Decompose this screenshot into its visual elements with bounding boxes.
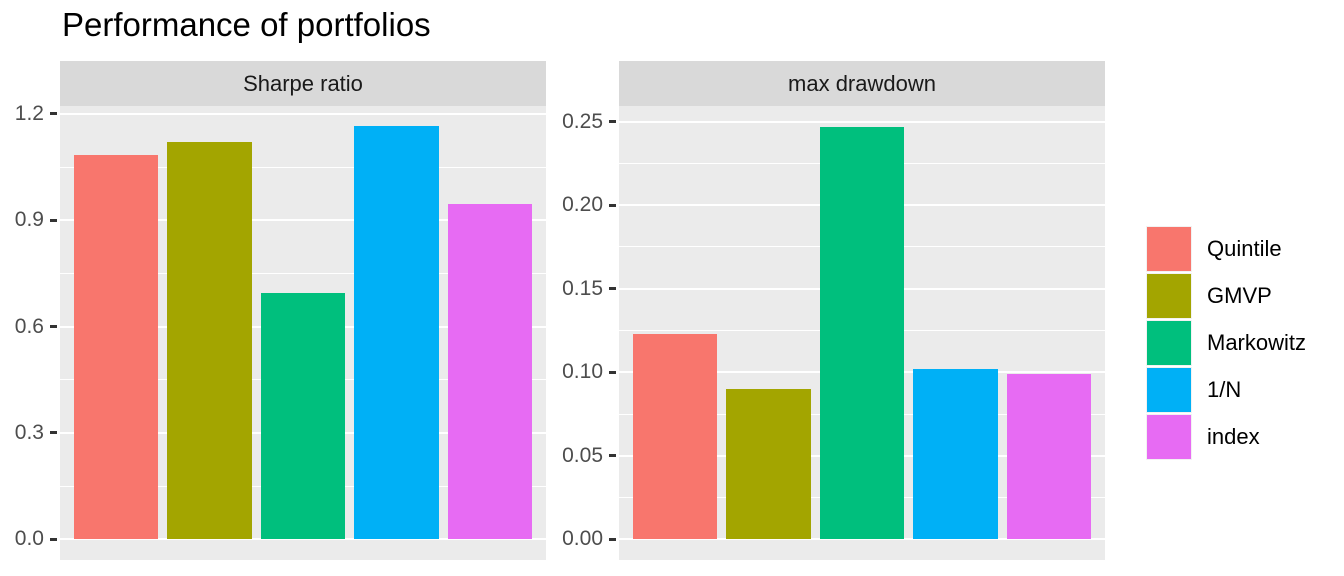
legend: Quintile GMVP Markowitz 1/N index: [1146, 226, 1306, 460]
y-axis-tick-mark: [609, 370, 616, 374]
bar-max-drawdown-1-n: [913, 368, 998, 540]
y-axis-tick-label: 0.25: [562, 109, 603, 133]
bar-sharpe-ratio-index: [447, 204, 532, 540]
gridline-major: [60, 219, 546, 222]
legend-label: Quintile: [1207, 236, 1282, 261]
y-axis-tick-label: 0.20: [562, 193, 603, 217]
bar-max-drawdown-quintile: [633, 333, 718, 540]
y-axis-tick-label: 0.9: [14, 208, 44, 232]
legend-key: [1146, 320, 1192, 366]
legend-item-1-n: 1/N: [1146, 367, 1306, 413]
facet-strip-label: Sharpe ratio: [243, 70, 363, 96]
legend-item-index: index: [1146, 414, 1306, 460]
facet-strip-sharpe-ratio: Sharpe ratio: [60, 61, 546, 106]
gridline-minor: [60, 272, 546, 274]
y-axis-tick-label: 0.6: [14, 314, 44, 338]
legend-label: GMVP: [1207, 283, 1272, 308]
y-axis-tick-label: 1.2: [14, 101, 44, 125]
y-axis-tick-mark: [50, 218, 57, 222]
legend-swatch-index: [1147, 415, 1191, 459]
y-axis-tick-label: 0.00: [562, 527, 603, 551]
panel-max-drawdown: [619, 106, 1105, 560]
facet-strip-max-drawdown: max drawdown: [619, 61, 1105, 106]
y-axis-tick-mark: [50, 431, 57, 435]
y-axis-tick-label: 0.05: [562, 443, 603, 467]
gridline-minor: [60, 166, 546, 168]
y-axis-tick-mark: [609, 287, 616, 291]
legend-swatch-gmvp: [1147, 274, 1191, 318]
facet-strip-label: max drawdown: [788, 70, 936, 96]
panel-sharpe-ratio: [60, 106, 546, 560]
legend-label: 1/N: [1207, 377, 1242, 402]
legend-item-gmvp: GMVP: [1146, 273, 1306, 319]
legend-label: index: [1207, 424, 1260, 449]
legend-key: [1146, 367, 1192, 413]
legend-swatch-markowitz: [1147, 321, 1191, 365]
y-axis-tick-label: 0.15: [562, 276, 603, 300]
y-axis-tick-label: 0.3: [14, 420, 44, 444]
legend-key: [1146, 226, 1192, 272]
y-axis-tick-label: 0.0: [14, 527, 44, 551]
bar-sharpe-ratio-1-n: [354, 126, 439, 540]
legend-swatch-1-n: [1147, 368, 1191, 412]
plot-title: Performance of portfolios: [62, 6, 431, 43]
gridline-major: [60, 112, 546, 115]
bar-sharpe-ratio-markowitz: [260, 292, 346, 540]
y-axis-tick-mark: [50, 112, 57, 116]
bar-sharpe-ratio-gmvp: [167, 142, 252, 540]
y-axis-tick-mark: [609, 537, 616, 541]
legend-item-markowitz: Markowitz: [1146, 320, 1306, 366]
bar-max-drawdown-index: [1006, 373, 1091, 540]
legend-item-quintile: Quintile: [1146, 226, 1306, 272]
y-axis-tick-mark: [50, 325, 57, 329]
y-axis-tick-mark: [609, 203, 616, 207]
gridline-major: [619, 538, 1105, 541]
legend-label: Markowitz: [1207, 330, 1307, 355]
legend-key: [1146, 414, 1192, 460]
bar-max-drawdown-gmvp: [726, 388, 811, 540]
gridline-major: [60, 538, 546, 541]
y-axis-tick-mark: [50, 537, 57, 541]
y-axis-tick-label: 0.10: [562, 360, 603, 384]
y-axis-tick-mark: [609, 120, 616, 124]
y-axis-tick-mark: [609, 454, 616, 458]
legend-swatch-quintile: [1147, 227, 1191, 271]
bar-max-drawdown-markowitz: [819, 126, 905, 540]
gridline-major: [619, 120, 1105, 123]
bar-sharpe-ratio-quintile: [74, 154, 159, 540]
legend-key: [1146, 273, 1192, 319]
